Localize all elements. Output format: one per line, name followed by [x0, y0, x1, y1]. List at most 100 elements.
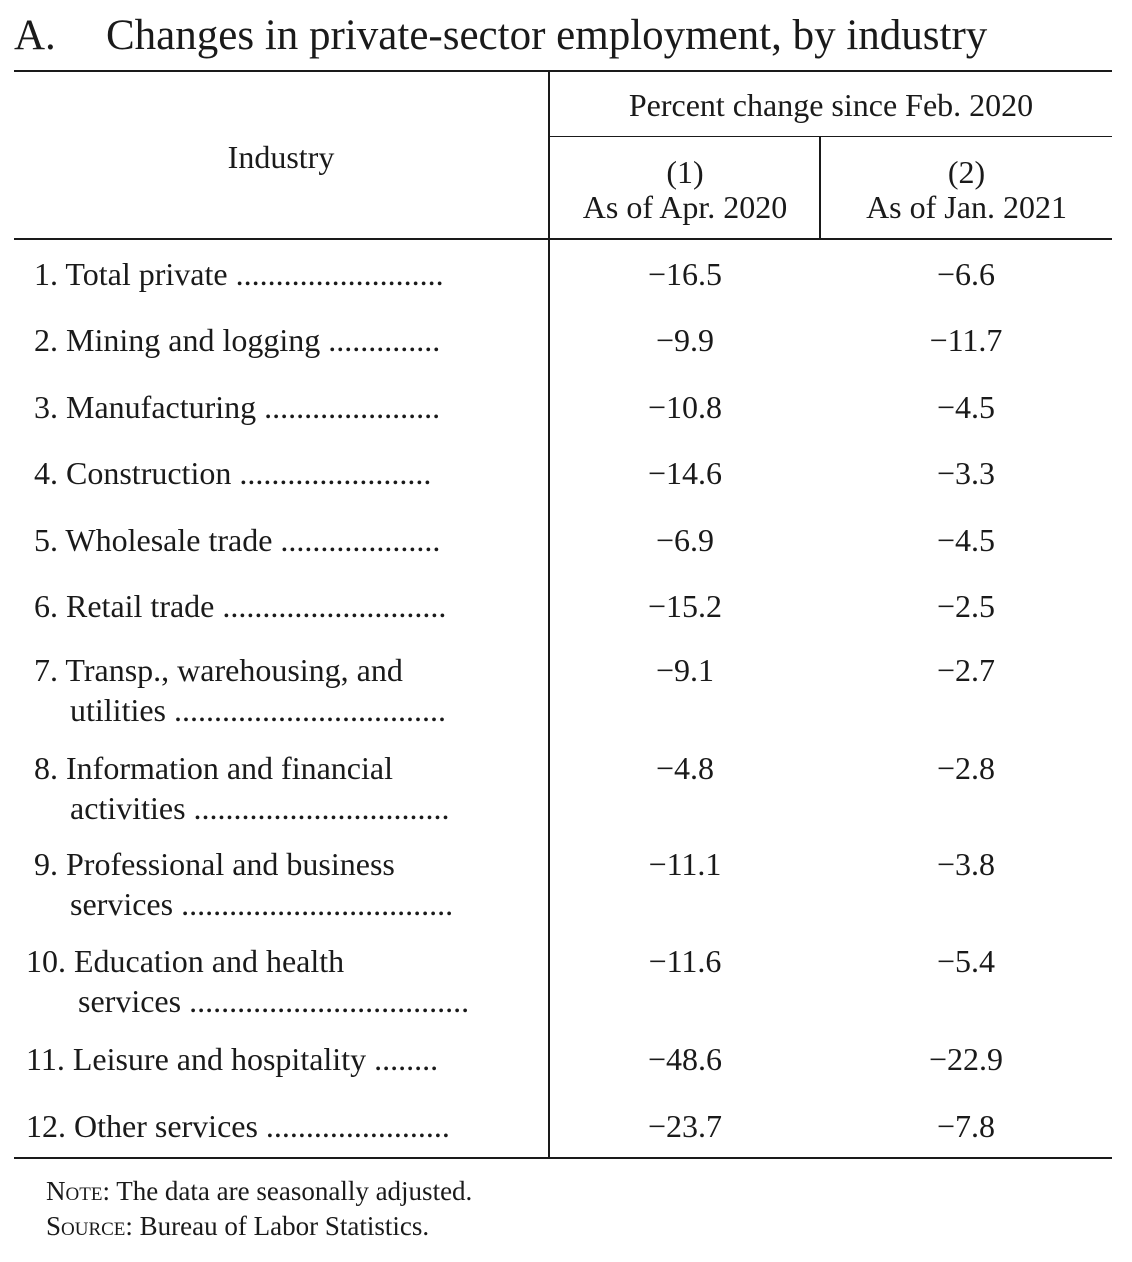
industry-name-line2: services — [78, 983, 182, 1019]
row-number: 1. — [34, 256, 58, 292]
row-number: 2. — [34, 322, 58, 358]
apr-2020-value: −14.6 — [647, 455, 723, 491]
jan-2021-value: −6.6 — [936, 256, 996, 292]
industry-name: Education and health — [74, 943, 345, 979]
industry-label: 11. Leisure and hospitality ........ — [26, 1039, 438, 1079]
leader-dots: ............................ — [222, 588, 447, 624]
jan-2021-value: −4.5 — [936, 389, 996, 425]
row-number: 7. — [34, 652, 58, 688]
column-divider — [819, 137, 821, 239]
jan-2021-value: −22.9 — [928, 1041, 1004, 1077]
industry-name: Leisure and hospitality — [72, 1041, 367, 1077]
industry-name: Transp., warehousing, and — [65, 652, 403, 688]
jan-2021-value: −3.8 — [936, 846, 996, 882]
apr-2020-value: −10.8 — [647, 389, 723, 425]
row-number: 8. — [34, 750, 58, 786]
apr-2020-value: −23.7 — [647, 1108, 723, 1144]
jan-2021-value: −5.4 — [936, 943, 996, 979]
leader-dots: .......................... — [235, 256, 444, 292]
industry-name: Manufacturing — [66, 389, 257, 425]
row-number: 5. — [34, 522, 58, 558]
group-rule — [550, 136, 1112, 137]
table-title-text: Changes in private-sector employment, by… — [106, 12, 988, 59]
leader-dots: ................................... — [189, 983, 470, 1019]
row-number: 3. — [34, 389, 58, 425]
leader-dots: ....................... — [265, 1108, 450, 1144]
source-label: Source — [46, 1211, 126, 1241]
industry-label: 5. Wholesale trade .................... — [34, 520, 440, 560]
apr-2020-value: −6.9 — [655, 522, 715, 558]
industry-name: Retail trade — [66, 588, 215, 624]
jan-2021-value: −2.7 — [936, 652, 996, 688]
industry-label: 2. Mining and logging .............. — [34, 320, 440, 360]
industry-label: 4. Construction ........................ — [34, 453, 431, 493]
apr-2020-value: −11.6 — [648, 943, 722, 979]
group-header: Percent change since Feb. 2020 — [628, 87, 1034, 123]
apr-2020-value: −9.9 — [655, 322, 715, 358]
industry-label: 8. Information and financial activities .… — [34, 748, 450, 828]
apr-2020-value: −15.2 — [647, 588, 723, 624]
jan-2021-value: −7.8 — [936, 1108, 996, 1144]
col1-header: As of Apr. 2020 — [582, 189, 788, 225]
leader-dots: ........ — [374, 1041, 439, 1077]
table-title: A. Changes in private-sector employment, … — [14, 8, 987, 64]
industry-name-line2: utilities — [70, 692, 166, 728]
industry-label: 10. Education and health services .......… — [26, 941, 469, 1021]
jan-2021-value: −4.5 — [936, 522, 996, 558]
leader-dots: .................... — [280, 522, 441, 558]
industry-name: Information and financial — [66, 750, 393, 786]
leader-dots: .............. — [328, 322, 441, 358]
apr-2020-value: −11.1 — [648, 846, 722, 882]
jan-2021-value: −3.3 — [936, 455, 996, 491]
industry-name-continued: services ...............................… — [34, 884, 453, 924]
apr-2020-value: −16.5 — [647, 256, 723, 292]
row-number: 9. — [34, 846, 58, 882]
row-number: 11. — [26, 1041, 65, 1077]
leader-dots: .................................. — [181, 886, 454, 922]
leader-dots: ...................... — [264, 389, 441, 425]
col1-number: (1) — [666, 154, 704, 190]
bottom-rule — [14, 1157, 1112, 1159]
industry-name-continued: activities .............................… — [34, 788, 450, 828]
industry-label: 12. Other services .....................… — [26, 1106, 450, 1146]
industry-name-continued: utilities ..............................… — [34, 690, 446, 730]
industry-name-line2: services — [70, 886, 174, 922]
apr-2020-value: −48.6 — [647, 1041, 723, 1077]
note: Note: The data are seasonally adjusted. — [46, 1174, 472, 1208]
industry-name: Mining and logging — [66, 322, 321, 358]
jan-2021-value: −11.7 — [929, 322, 1003, 358]
leader-dots: ................................ — [193, 790, 450, 826]
industry-label: 9. Professional and business services ...… — [34, 844, 453, 924]
table-letter: A. — [14, 12, 56, 59]
leader-dots: .................................. — [174, 692, 446, 728]
leader-dots: ........................ — [239, 455, 432, 491]
industry-name: Construction — [66, 455, 232, 491]
jan-2021-value: −2.5 — [936, 588, 996, 624]
industry-name: Other services — [74, 1108, 258, 1144]
industry-name: Total private — [65, 256, 228, 292]
apr-2020-value: −4.8 — [655, 750, 715, 786]
col2-header: As of Jan. 2021 — [866, 189, 1067, 225]
row-number: 6. — [34, 588, 58, 624]
industry-name: Professional and business — [66, 846, 395, 882]
note-text: : The data are seasonally adjusted. — [102, 1176, 473, 1206]
source: Source: Bureau of Labor Statistics. — [46, 1209, 429, 1243]
jan-2021-value: −2.8 — [936, 750, 996, 786]
industry-label: 7. Transp., warehousing, and utilities ..… — [34, 650, 446, 730]
industry-label: 6. Retail trade ........................… — [34, 586, 446, 626]
industry-label: 3. Manufacturing ...................... — [34, 387, 440, 427]
industry-name: Wholesale trade — [65, 522, 273, 558]
industry-name-continued: services ...............................… — [26, 981, 469, 1021]
industry-name-line2: activities — [70, 790, 186, 826]
row-number: 4. — [34, 455, 58, 491]
industry-label: 1. Total private .......................… — [34, 254, 444, 294]
industry-header: Industry — [227, 139, 335, 175]
row-number: 10. — [26, 943, 66, 979]
col2-number: (2) — [947, 154, 986, 190]
note-label: Note — [46, 1176, 103, 1206]
source-text: : Bureau of Labor Statistics. — [125, 1211, 430, 1241]
stub-divider — [548, 71, 550, 1158]
header-bottom-rule — [14, 238, 1112, 240]
apr-2020-value: −9.1 — [655, 652, 715, 688]
row-number: 12. — [26, 1108, 66, 1144]
